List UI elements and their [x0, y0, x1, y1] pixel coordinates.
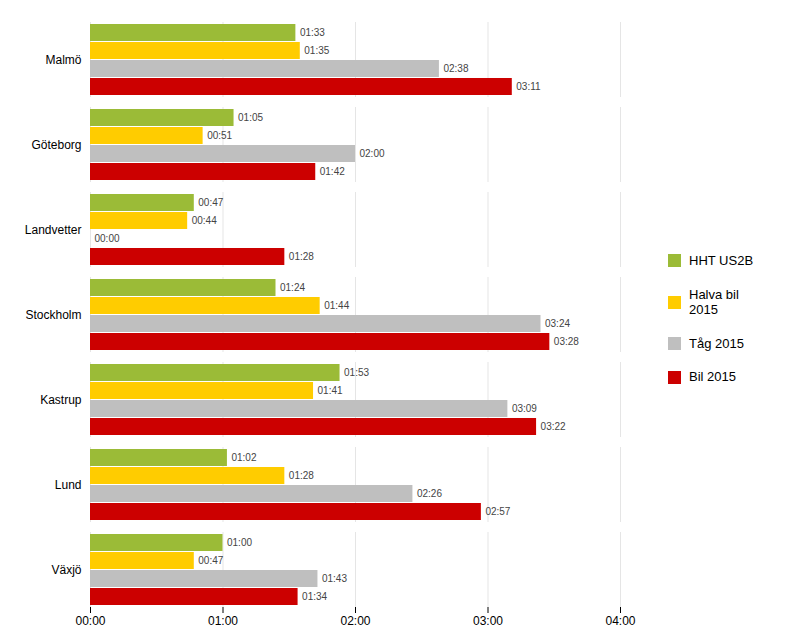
- svg-text:00:00: 00:00: [75, 614, 105, 628]
- svg-text:01:00: 01:00: [227, 537, 252, 548]
- svg-text:Stockholm: Stockholm: [25, 308, 81, 322]
- svg-text:01:28: 01:28: [289, 251, 314, 262]
- svg-text:01:43: 01:43: [322, 573, 347, 584]
- svg-text:01:33: 01:33: [300, 27, 325, 38]
- svg-text:04:00: 04:00: [605, 614, 635, 628]
- svg-text:01:53: 01:53: [344, 367, 369, 378]
- svg-text:03:11: 03:11: [516, 81, 541, 92]
- svg-text:01:42: 01:42: [320, 166, 345, 177]
- svg-text:02:00: 02:00: [360, 148, 385, 159]
- svg-text:01:34: 01:34: [302, 591, 327, 602]
- svg-text:03:00: 03:00: [473, 614, 503, 628]
- svg-text:01:00: 01:00: [208, 614, 238, 628]
- svg-text:00:47: 00:47: [198, 197, 223, 208]
- svg-text:01:02: 01:02: [231, 452, 256, 463]
- html-text:Tåg 2015: Tåg 2015: [689, 335, 744, 351]
- svg-text:03:22: 03:22: [541, 421, 566, 432]
- svg-text:01:41: 01:41: [318, 385, 343, 396]
- svg-text:Göteborg: Göteborg: [31, 138, 81, 152]
- html-text:HHT US2B: HHT US2B: [689, 253, 754, 268]
- svg-text:01:24: 01:24: [280, 282, 305, 293]
- svg-text:00:44: 00:44: [192, 215, 217, 226]
- svg-text:00:47: 00:47: [198, 555, 223, 566]
- svg-text:00:51: 00:51: [207, 130, 232, 141]
- svg-text:01:44: 01:44: [324, 300, 349, 311]
- svg-text:Lund: Lund: [55, 478, 82, 492]
- svg-text:02:38: 02:38: [443, 63, 468, 74]
- html-text:Bil 2015: Bil 2015: [689, 369, 736, 385]
- svg-text:03:24: 03:24: [545, 318, 570, 329]
- svg-text:03:28: 03:28: [554, 336, 579, 347]
- svg-text:Kastrup: Kastrup: [40, 393, 82, 407]
- svg-text:01:35: 01:35: [304, 45, 329, 56]
- svg-text:01:28: 01:28: [289, 470, 314, 481]
- svg-text:00:00: 00:00: [95, 233, 120, 244]
- svg-text:Växjö: Växjö: [51, 563, 81, 577]
- svg-text:02:57: 02:57: [485, 506, 510, 517]
- svg-text:03:09: 03:09: [512, 403, 537, 414]
- svg-text:02:26: 02:26: [417, 488, 442, 499]
- svg-text:01:05: 01:05: [238, 112, 263, 123]
- html-text:Halva bil 2015: Halva bil 2015: [689, 286, 739, 318]
- svg-text:02:00: 02:00: [340, 614, 370, 628]
- svg-text:Landvetter: Landvetter: [25, 223, 82, 237]
- svg-text:Malmö: Malmö: [45, 53, 81, 67]
